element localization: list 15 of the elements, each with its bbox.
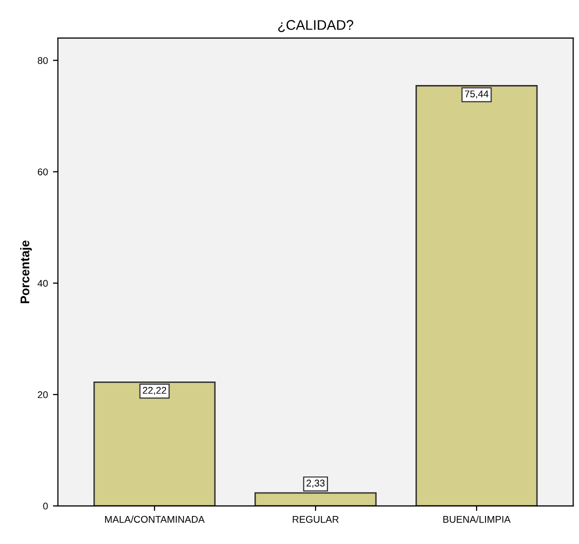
bar — [93, 381, 216, 506]
y-tick-label: 20 — [38, 391, 48, 398]
y-tick-label: 80 — [38, 57, 48, 64]
bar — [416, 85, 538, 506]
x-tick-label: REGULAR — [292, 516, 339, 523]
data-label: 75,44 — [464, 90, 488, 98]
x-tick-label: BUENA/LIMPIA — [443, 516, 511, 523]
y-tick-label: 60 — [38, 168, 48, 176]
y-axis-title: Porcentaje — [20, 240, 32, 304]
data-label: 2,33 — [306, 480, 325, 488]
x-tick-label: MALA/CONTAMINADA — [105, 516, 205, 523]
data-label: 22,22 — [142, 386, 166, 395]
y-tick-label: 0 — [43, 502, 48, 510]
chart-title: ¿CALIDAD? — [278, 20, 354, 32]
y-tick-label: 40 — [38, 280, 48, 287]
